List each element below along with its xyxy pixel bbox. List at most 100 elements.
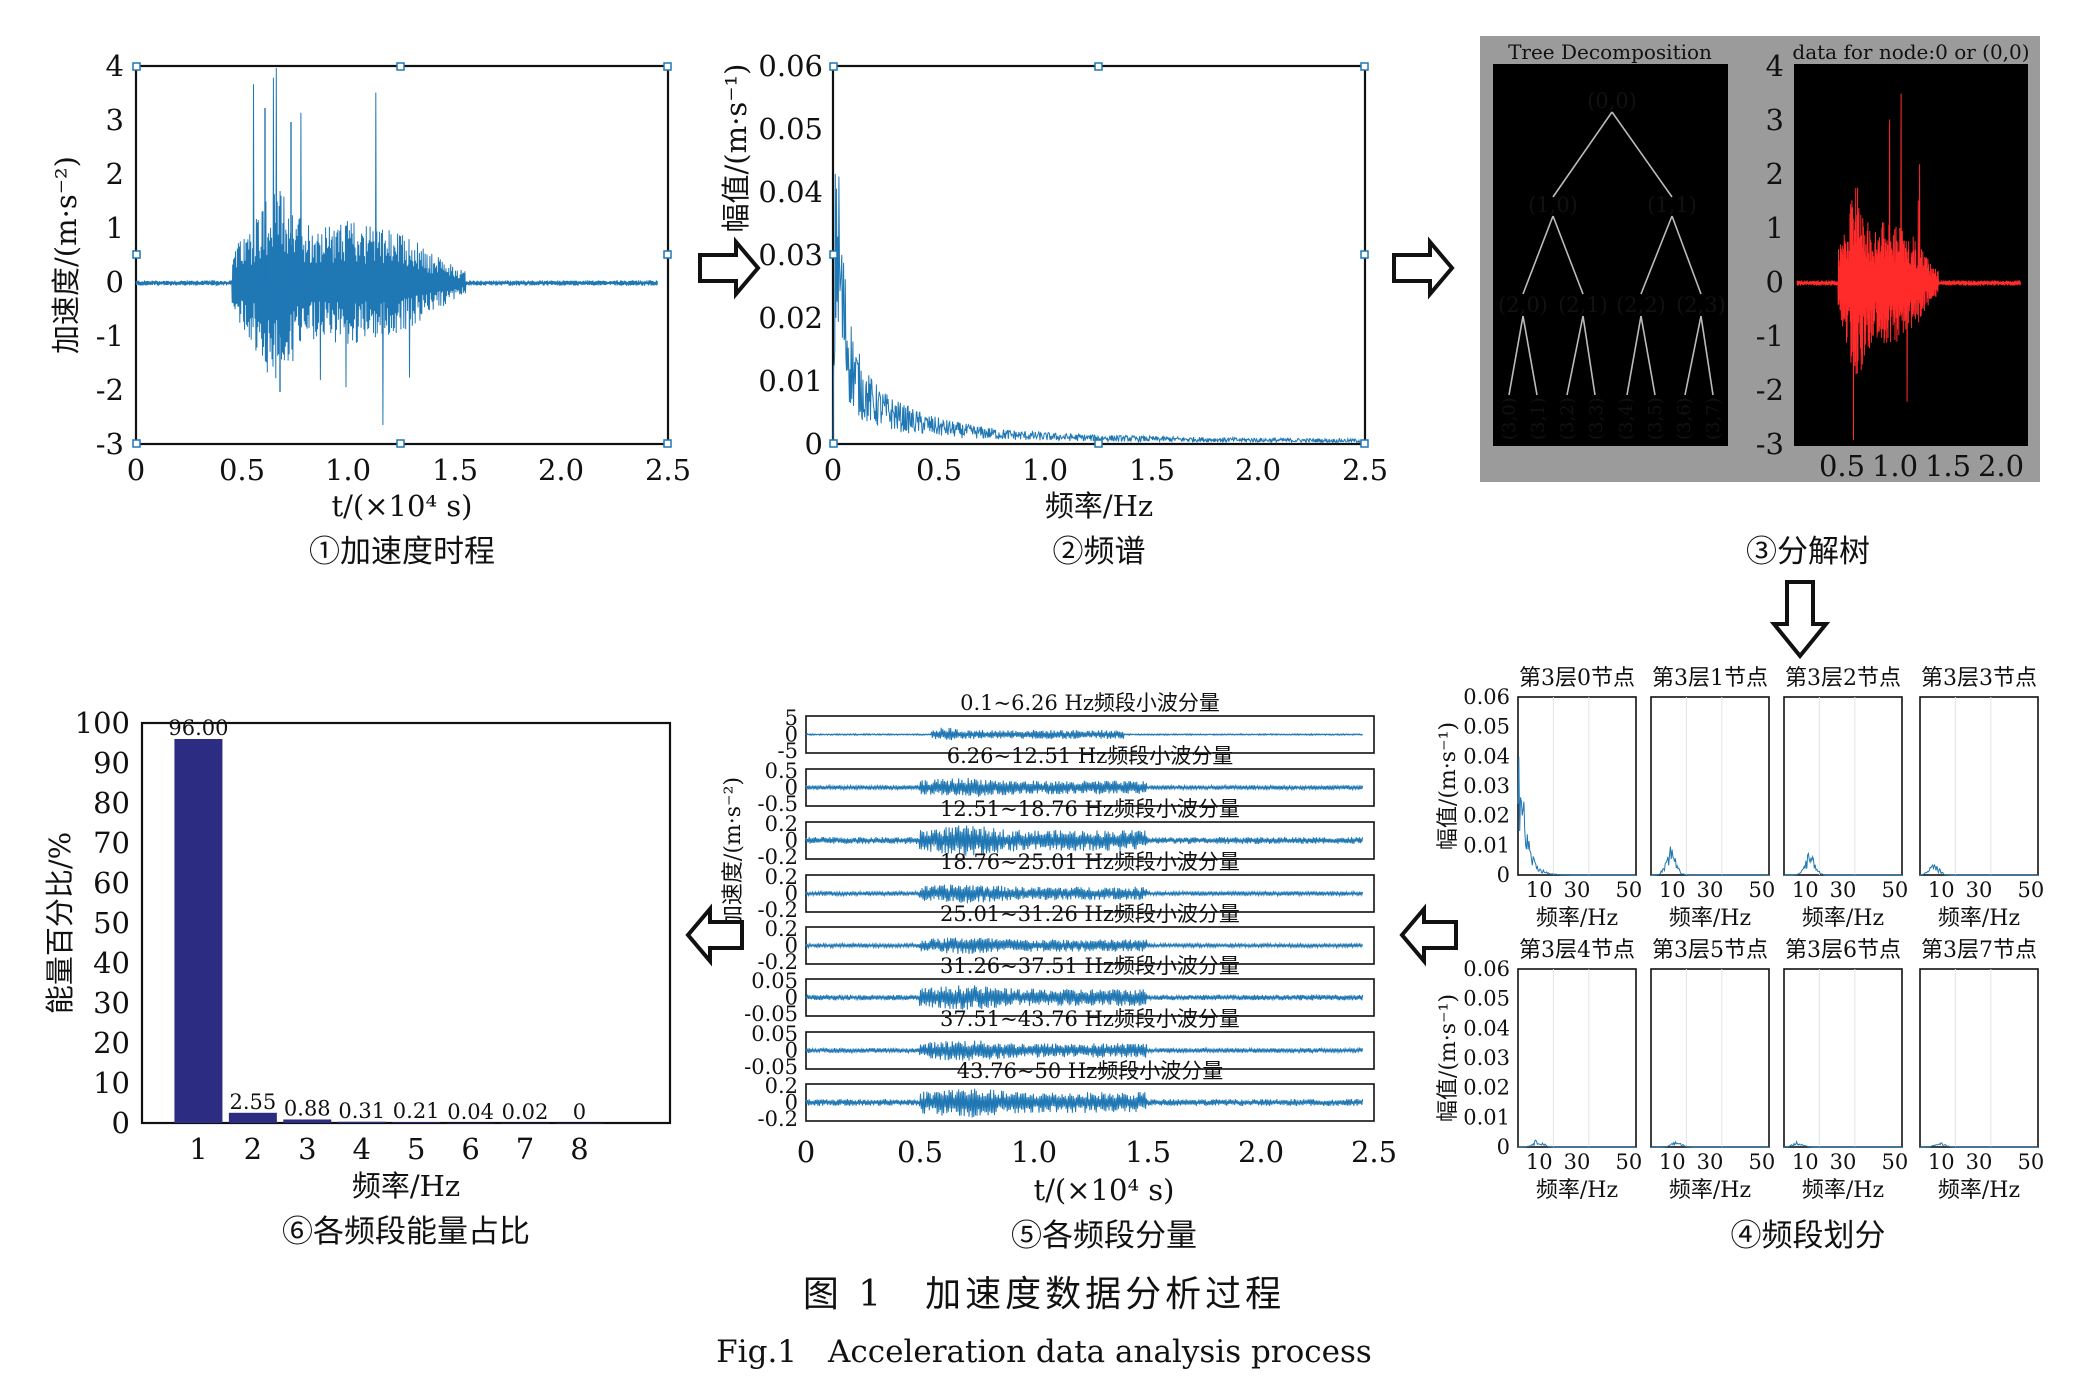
- p1-ylabel: 加速度/(m·s⁻²): [49, 156, 83, 354]
- p5-ytick: 0: [785, 1091, 798, 1115]
- p2-handle: [829, 439, 838, 448]
- p4-spectrum-line: [1518, 1139, 1636, 1148]
- panel-spectrum: 0.06 0.05 0.04 0.03 0.02 0.01 0 0 0.5 1.…: [719, 49, 1388, 570]
- p6-xtick: 1: [189, 1132, 207, 1166]
- p5-ytick: -0.05: [744, 1055, 798, 1079]
- p4-spectrum-line: [1517, 756, 1636, 876]
- p2-ytick: 0.02: [758, 301, 823, 335]
- p1-ytick: 2: [106, 157, 124, 191]
- p4-subplot-frame: [1783, 968, 1903, 1148]
- tree-leaf-node: (3,3): [1586, 397, 1607, 440]
- p2-xtick: 2.5: [1342, 453, 1388, 487]
- p6-bar-label: 0.02: [502, 1100, 549, 1124]
- p3-red-line: [1796, 93, 2021, 441]
- flow-arrow-left: [1399, 903, 1458, 967]
- tree-leaf-node: (3,1): [1528, 397, 1549, 440]
- p5-ytick: 0.05: [751, 1022, 798, 1046]
- p4-subplot-title: 第3层2节点: [1785, 666, 1901, 691]
- tree-edge: [1522, 315, 1538, 396]
- p3-xtick: 2.0: [1978, 449, 2024, 483]
- p2-ytick: 0.06: [758, 49, 823, 83]
- tree-edge: [1640, 315, 1656, 396]
- p5-ytick: -0.05: [744, 1002, 798, 1026]
- p4-xlabel: 频率/Hz: [1669, 1178, 1751, 1203]
- p3-ytick: 1: [1766, 211, 1784, 245]
- p2-plot-frame: [831, 64, 1367, 446]
- p4-ytick: 0.01: [1463, 1105, 1510, 1129]
- tree-edge: [1671, 215, 1702, 295]
- p4-ytick: 0.05: [1463, 715, 1510, 739]
- p5-ylabel: 加速度/(m·s⁻²): [721, 777, 746, 927]
- p2-handle: [1360, 250, 1369, 259]
- p4-subplot-frame: [1650, 968, 1770, 1148]
- figure-title-english: Fig.1 Acceleration data analysis process: [716, 1334, 1372, 1370]
- p4-ytick: 0: [1497, 1135, 1510, 1159]
- p1-xtick: 0.5: [219, 453, 265, 487]
- p5-strip-title: 31.26~37.51 Hz频段小波分量: [940, 954, 1240, 978]
- p1-signal-line: [135, 67, 658, 426]
- p4-xtick: 30: [1564, 1150, 1591, 1174]
- p6-ytick: 40: [93, 946, 130, 980]
- p2-xtick: 0: [824, 453, 842, 487]
- p1-ytick: 4: [106, 49, 124, 83]
- tree-leaf-node: (3,5): [1645, 397, 1666, 440]
- p4-spectrum-line: [1920, 1142, 2038, 1148]
- p5-ytick: -5: [778, 739, 798, 763]
- p4-subplot-frame: [1919, 696, 2039, 876]
- p4-xtick: 50: [1616, 1150, 1643, 1174]
- p4-ytick: 0.05: [1463, 987, 1510, 1011]
- p4-xtick: 50: [2018, 878, 2045, 902]
- p5-strip-signal: [805, 825, 1364, 856]
- p4-xtick: 10: [1526, 1150, 1553, 1174]
- tree-edge: [1611, 111, 1673, 198]
- p1-xlabel: t/(×10⁴ s): [332, 489, 473, 523]
- p4-xtick: 10: [1792, 878, 1819, 902]
- p4-subplot-frame: [1919, 968, 2039, 1148]
- p5-ytick: 0.2: [765, 1074, 798, 1098]
- p5-xtick: 2.0: [1238, 1135, 1284, 1169]
- p2-handle: [829, 62, 838, 71]
- p2-ytick: 0: [805, 427, 823, 461]
- p4-xtick: 10: [1792, 1150, 1819, 1174]
- tree-leaf-node: (3,4): [1616, 397, 1637, 440]
- p5-ytick: 0: [785, 776, 798, 800]
- p4-ytick: 0.03: [1463, 1046, 1510, 1070]
- tree-edge: [1700, 315, 1714, 396]
- p1-handle: [396, 62, 405, 71]
- p6-xtick: 2: [244, 1132, 262, 1166]
- tree-node: (2,1): [1558, 293, 1608, 317]
- p6-bar: [501, 1122, 550, 1124]
- p5-strip-signal: [805, 727, 1363, 741]
- p2-xtick: 0.5: [916, 453, 962, 487]
- p2-ytick: 0.03: [758, 238, 823, 272]
- tree-edge: [1552, 215, 1584, 295]
- tree-leaf-node: (3,0): [1499, 397, 1520, 440]
- p4-subplot-title: 第3层6节点: [1785, 938, 1901, 963]
- p4-xtick: 10: [1928, 1150, 1955, 1174]
- p1-xtick: 0: [127, 453, 145, 487]
- tree-leaf-node: (3,7): [1703, 397, 1724, 440]
- p6-ytick: 20: [93, 1026, 130, 1060]
- p4-xlabel: 频率/Hz: [1802, 1178, 1884, 1203]
- p5-xtick: 1.5: [1125, 1135, 1171, 1169]
- p1-xtick: 1.5: [432, 453, 478, 487]
- p1-handle: [132, 250, 141, 259]
- p5-strip-signal: [805, 777, 1364, 797]
- p1-handle: [663, 250, 672, 259]
- p1-handle: [132, 62, 141, 71]
- p4-xtick: 30: [1830, 1150, 1857, 1174]
- p6-plot-frame: [140, 721, 672, 1125]
- p2-ytick: 0.01: [758, 364, 823, 398]
- p4-spectrum-line: [1651, 1140, 1769, 1148]
- p5-ytick: -0.5: [758, 792, 799, 816]
- tree-edge: [1626, 315, 1642, 396]
- p4-subplot-title: 第3层7节点: [1921, 938, 2037, 963]
- figure-title: 图 1 加速度数据分析过程: [803, 1274, 1285, 1315]
- p6-bar-label: 0.31: [338, 1099, 385, 1123]
- p6-ytick: 70: [93, 826, 130, 860]
- p6-ytick: 10: [93, 1066, 130, 1100]
- p1-ytick: -2: [96, 373, 124, 407]
- p5-caption: ⑤各频段分量: [1011, 1218, 1197, 1254]
- p4-spectrum-line: [1784, 1140, 1902, 1148]
- p6-bar-label: 96.00: [168, 716, 228, 740]
